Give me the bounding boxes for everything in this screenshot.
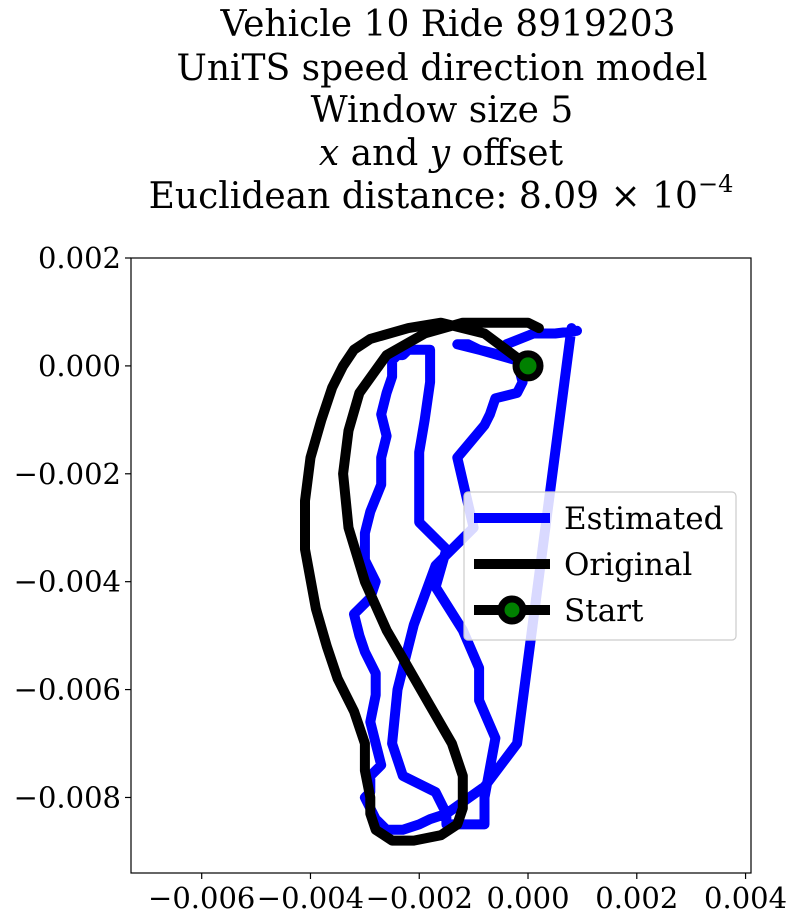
title-y-var: y: [428, 133, 451, 174]
y-tick-label: −0.006: [14, 673, 121, 707]
title-offset: offset: [450, 133, 563, 174]
chart-title: Vehicle 10 Ride 8919203 UniTS speed dire…: [149, 4, 734, 217]
title-exponent: −4: [698, 170, 733, 198]
x-tick-label: −0.004: [257, 881, 364, 915]
legend-label-estimated: Estimated: [564, 501, 723, 537]
x-tick-label: 0.000: [487, 881, 570, 915]
y-tick-label: −0.008: [14, 780, 121, 814]
legend-label-original: Original: [564, 547, 692, 583]
title-line-1: Vehicle 10 Ride 8919203: [219, 4, 675, 45]
title-x-var: x: [319, 133, 339, 174]
y-tick-label: 0.002: [38, 241, 121, 275]
y-tick-label: −0.002: [14, 457, 121, 491]
legend: Estimated Original Start: [463, 491, 737, 641]
y-tick-label: 0.000: [38, 349, 121, 383]
series-layer: [300, 317, 582, 846]
legend-box: [463, 491, 737, 641]
x-tick-label: −0.002: [366, 881, 473, 915]
axis-ticks: −0.006 −0.004 −0.002 0.000 0.002 0.0040.0020.…: [14, 241, 787, 915]
title-line-5: Euclidean distance: 8.09 × 10−4: [149, 170, 734, 217]
y-tick-label: −0.004: [14, 565, 121, 599]
title-line-2: UniTS speed direction model: [177, 48, 708, 89]
series-line-original: [300, 317, 544, 846]
title-line-3: Window size 5: [311, 90, 574, 131]
x-tick-label: 0.002: [595, 881, 678, 915]
legend-label-start: Start: [564, 593, 644, 629]
title-distance: Euclidean distance: 8.09 × 10: [149, 176, 698, 217]
title-and: and: [339, 133, 430, 174]
x-tick-label: −0.006: [148, 881, 255, 915]
title-line-4: x and y offset: [319, 133, 564, 174]
legend-start-marker: [497, 595, 527, 625]
start-marker: [512, 350, 544, 382]
x-tick-label: 0.004: [704, 881, 787, 915]
